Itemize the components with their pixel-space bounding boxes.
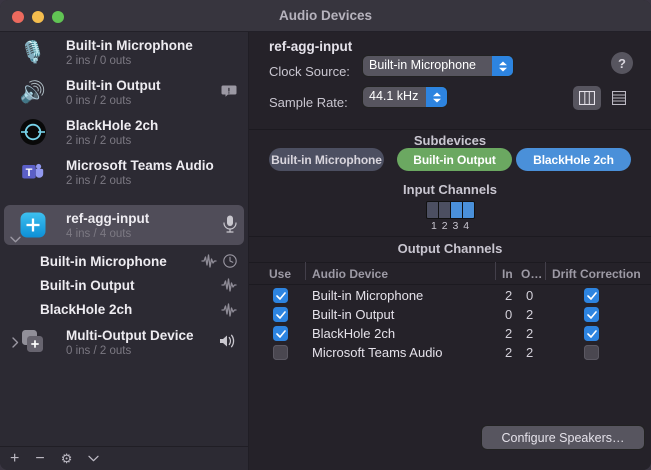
- svg-text:T: T: [26, 166, 33, 178]
